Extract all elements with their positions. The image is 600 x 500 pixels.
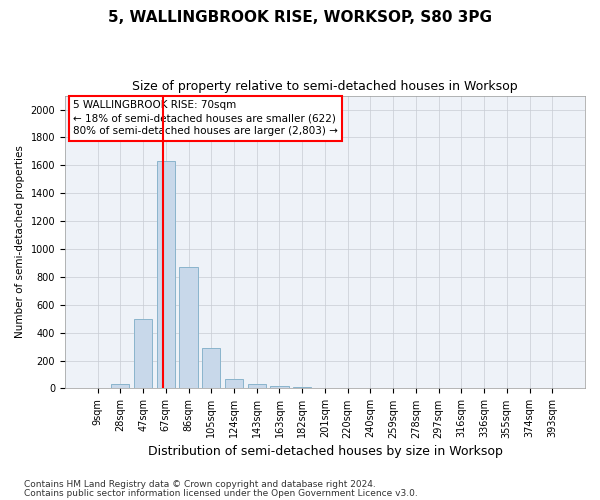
Bar — [202, 348, 220, 389]
Bar — [293, 387, 311, 388]
Bar — [248, 384, 266, 388]
Bar — [225, 380, 243, 388]
Bar — [271, 386, 289, 388]
Text: 5 WALLINGBROOK RISE: 70sqm
← 18% of semi-detached houses are smaller (622)
80% o: 5 WALLINGBROOK RISE: 70sqm ← 18% of semi… — [73, 100, 338, 136]
Bar — [179, 267, 197, 388]
Text: Contains HM Land Registry data © Crown copyright and database right 2024.: Contains HM Land Registry data © Crown c… — [24, 480, 376, 489]
Text: 5, WALLINGBROOK RISE, WORKSOP, S80 3PG: 5, WALLINGBROOK RISE, WORKSOP, S80 3PG — [108, 10, 492, 25]
Bar — [157, 161, 175, 388]
X-axis label: Distribution of semi-detached houses by size in Worksop: Distribution of semi-detached houses by … — [148, 444, 502, 458]
Title: Size of property relative to semi-detached houses in Worksop: Size of property relative to semi-detach… — [132, 80, 518, 93]
Text: Contains public sector information licensed under the Open Government Licence v3: Contains public sector information licen… — [24, 488, 418, 498]
Y-axis label: Number of semi-detached properties: Number of semi-detached properties — [15, 146, 25, 338]
Bar — [111, 384, 130, 388]
Bar — [134, 318, 152, 388]
